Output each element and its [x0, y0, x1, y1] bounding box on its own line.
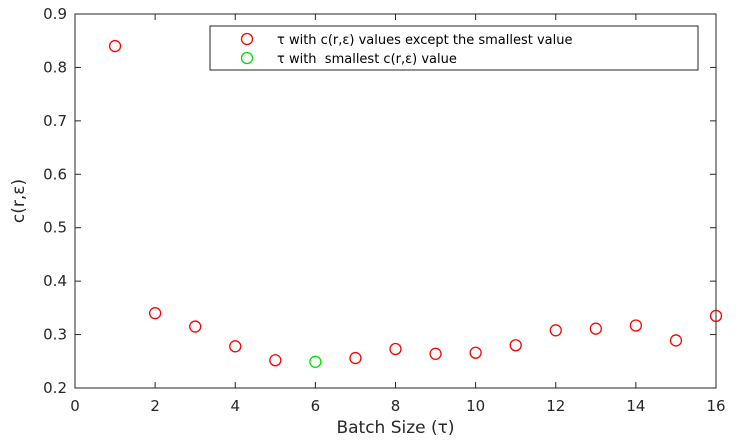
data-point-series-0 — [469, 346, 482, 359]
x-tick-label: 12 — [546, 397, 565, 415]
data-point-series-0 — [389, 342, 402, 356]
y-axis-ticks: 0.2 0.3 0.4 0.5 0.6 0.7 0.8 0.9 — [43, 5, 716, 397]
y-tick-label: 0.4 — [43, 272, 67, 290]
y-tick-label: 0.2 — [43, 379, 67, 397]
x-tick-label: 8 — [391, 397, 401, 415]
data-point-series-0 — [669, 334, 683, 347]
data-point-series-0 — [189, 320, 202, 333]
y-axis-label: c(r,ε) — [9, 179, 29, 223]
legend-marker-red — [240, 32, 254, 46]
data-point-series-0 — [549, 324, 562, 337]
y-tick-label: 0.3 — [43, 326, 67, 344]
data-point-series-0 — [269, 354, 282, 367]
x-tick-label: 2 — [150, 397, 160, 415]
data-point-series-0 — [349, 351, 362, 365]
data-point-series-0 — [709, 309, 723, 323]
y-tick-label: 0.5 — [43, 219, 67, 237]
x-tick-label: 10 — [466, 397, 485, 415]
data-point-series-0 — [148, 307, 162, 320]
legend: τ with c(r,ε) values except the smallest… — [209, 25, 699, 71]
legend-entry-0: τ with c(r,ε) values except the smallest… — [277, 33, 572, 48]
data-point-series-0 — [108, 39, 122, 53]
legend-entry-1: τ with smallest c(r,ε) value — [277, 52, 457, 67]
data-point-series-0 — [629, 319, 643, 332]
y-tick-label: 0.8 — [43, 58, 67, 76]
y-tick-label: 0.9 — [43, 5, 67, 23]
data-point-series-0 — [589, 322, 602, 335]
x-axis-ticks: 0 2 4 6 8 10 12 14 16 — [70, 14, 726, 415]
data-point-series-0 — [229, 340, 242, 353]
legend-marker-green — [240, 51, 254, 65]
plot-area — [74, 13, 717, 389]
data-point-series-1 — [309, 355, 322, 368]
x-axis-label: Batch Size (τ) — [336, 418, 454, 438]
x-tick-label: 16 — [706, 397, 725, 415]
x-tick-label: 0 — [70, 397, 80, 415]
x-tick-label: 14 — [626, 397, 645, 415]
legend-box — [209, 25, 699, 71]
y-tick-label: 0.6 — [43, 165, 67, 183]
y-tick-label: 0.7 — [43, 112, 67, 130]
data-points — [108, 39, 723, 368]
x-tick-label: 4 — [230, 397, 240, 415]
data-point-series-0 — [429, 347, 442, 360]
x-tick-label: 6 — [311, 397, 321, 415]
data-point-series-0 — [509, 339, 522, 352]
